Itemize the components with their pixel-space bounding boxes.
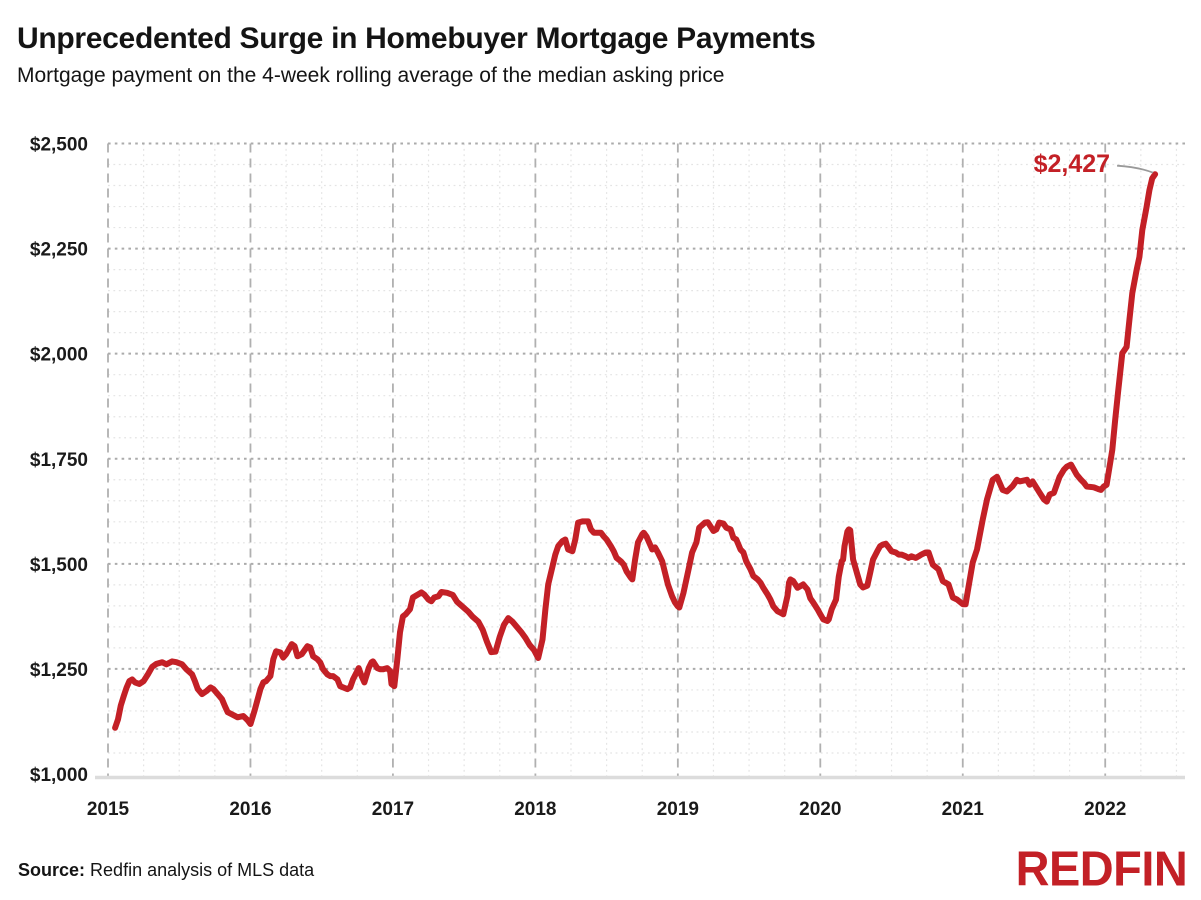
redfin-logo: REDFIN [1015, 841, 1187, 897]
source-text: Redfin analysis of MLS data [90, 860, 315, 880]
chart-title: Unprecedented Surge in Homebuyer Mortgag… [17, 22, 816, 55]
x-axis-tick-label: 2018 [514, 799, 556, 820]
x-axis-tick-label: 2020 [799, 799, 841, 820]
end-value-annotation: $2,427 [1034, 150, 1110, 178]
x-axis-tick-label: 2017 [372, 799, 414, 820]
y-axis-tick-label: $2,000 [30, 345, 88, 366]
chart-header: Unprecedented Surge in Homebuyer Mortgag… [17, 22, 816, 88]
chart-subtitle: Mortgage payment on the 4-week rolling a… [17, 64, 725, 87]
source-label: Source: [18, 860, 86, 880]
x-axis-tick-label: 2019 [657, 799, 699, 820]
y-axis-tick-label: $1,000 [30, 765, 88, 786]
y-axis-tick-label: $1,750 [30, 450, 88, 471]
x-axis-tick-label: 2022 [1084, 799, 1126, 820]
x-axis-tick-label: 2015 [87, 799, 130, 820]
y-axis-tick-label: $1,500 [30, 555, 88, 576]
mortgage-payment-line [112, 171, 1159, 731]
y-axis-tick-label: $1,250 [30, 660, 88, 681]
y-axis-tick-label: $2,250 [30, 240, 88, 261]
y-axis-tick-label: $2,500 [30, 135, 88, 156]
x-axis-tick-label: 2021 [942, 799, 985, 820]
source-note: Source: Redfin analysis of MLS data [18, 860, 314, 881]
x-axis-tick-label: 2016 [229, 799, 271, 820]
annotation-leader-line [1117, 164, 1154, 174]
